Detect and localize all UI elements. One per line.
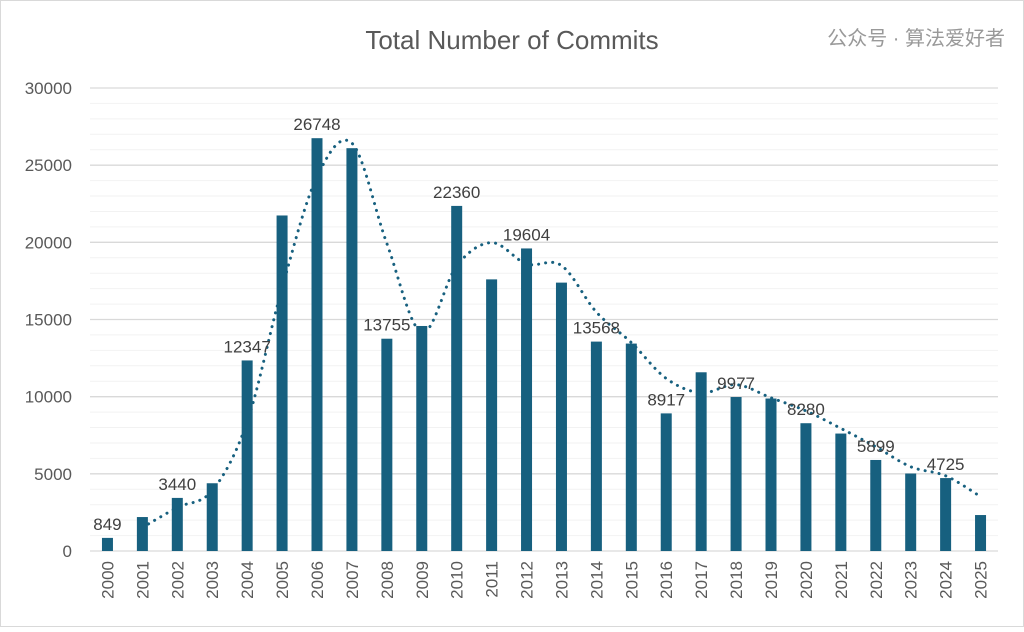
y-tick-label: 0 [63, 542, 72, 561]
data-label: 22360 [433, 183, 480, 202]
x-tick-label: 2002 [168, 561, 187, 599]
bar-2023 [905, 473, 917, 551]
x-tick-label: 2006 [308, 561, 327, 599]
x-tick-label: 2013 [552, 561, 571, 599]
data-label: 8917 [647, 390, 685, 409]
data-label: 8280 [787, 400, 825, 419]
bar-2008 [381, 338, 393, 551]
data-label: 9977 [717, 374, 755, 393]
bar-2006 [311, 138, 323, 551]
bar-2005 [276, 215, 288, 551]
bar-2016 [660, 413, 672, 551]
moving-average-trendline [140, 138, 983, 529]
x-tick-label: 2020 [797, 561, 816, 599]
bar-2019 [765, 398, 777, 551]
data-label: 849 [93, 515, 121, 534]
x-tick-label: 2016 [657, 561, 676, 599]
y-tick-label: 20000 [25, 233, 72, 252]
x-tick-label: 2010 [448, 561, 467, 599]
bar-2011 [486, 279, 498, 551]
y-tick-label: 30000 [25, 79, 72, 98]
x-tick-label: 2022 [867, 561, 886, 599]
bar-2010 [451, 205, 463, 552]
bar-2001 [136, 517, 148, 551]
x-tick-label: 2019 [762, 561, 781, 599]
x-tick-label: 2023 [902, 561, 921, 599]
bar-2012 [521, 248, 533, 551]
bar-2000 [101, 537, 113, 551]
chart-title: Total Number of Commits [365, 25, 658, 55]
data-label: 26748 [293, 115, 340, 134]
x-tick-label: 2011 [483, 561, 502, 598]
bar-2021 [835, 433, 847, 551]
x-tick-label: 2000 [98, 561, 117, 599]
bar-2004 [241, 360, 253, 551]
x-tick-label: 2025 [972, 561, 991, 599]
x-tick-label: 2003 [203, 561, 222, 599]
bar-2020 [800, 423, 812, 551]
x-tick-label: 2001 [133, 561, 152, 599]
x-tick-label: 2008 [378, 561, 397, 599]
x-tick-label: 2024 [937, 561, 956, 599]
y-tick-label: 10000 [25, 388, 72, 407]
data-label: 4725 [927, 455, 965, 474]
bar-2024 [940, 478, 952, 551]
data-label: 19604 [503, 225, 550, 244]
data-label: 13755 [363, 316, 410, 335]
x-tick-label: 2021 [832, 561, 851, 599]
x-tick-label: 2009 [413, 561, 432, 599]
x-tick-label: 2018 [727, 561, 746, 599]
bar-2015 [625, 343, 637, 551]
x-tick-label: 2014 [587, 561, 606, 599]
x-tick-label: 2005 [273, 561, 292, 599]
data-label: 13568 [573, 319, 620, 338]
bar-2025 [975, 515, 987, 551]
data-label: 12347 [224, 337, 271, 356]
bar-2007 [346, 148, 358, 551]
x-tick-label: 2017 [692, 561, 711, 599]
y-tick-label: 15000 [25, 311, 72, 330]
bar-2022 [870, 459, 882, 551]
bar-2014 [590, 341, 602, 551]
bar-2018 [730, 397, 742, 551]
data-label: 5899 [857, 437, 895, 456]
y-tick-label: 5000 [34, 465, 72, 484]
bar-2009 [416, 325, 428, 551]
bar-2002 [171, 497, 183, 551]
x-tick-label: 2015 [622, 561, 641, 599]
x-tick-label: 2007 [343, 561, 362, 599]
x-tick-label: 2004 [238, 561, 257, 599]
bar-2003 [206, 483, 218, 551]
data-label: 3440 [158, 475, 196, 494]
bar-2017 [695, 372, 707, 551]
bar-2013 [555, 282, 567, 551]
watermark: 公众号 · 算法爱好者 [827, 27, 1005, 50]
x-tick-label: 2012 [518, 561, 537, 599]
y-tick-label: 25000 [25, 156, 72, 175]
